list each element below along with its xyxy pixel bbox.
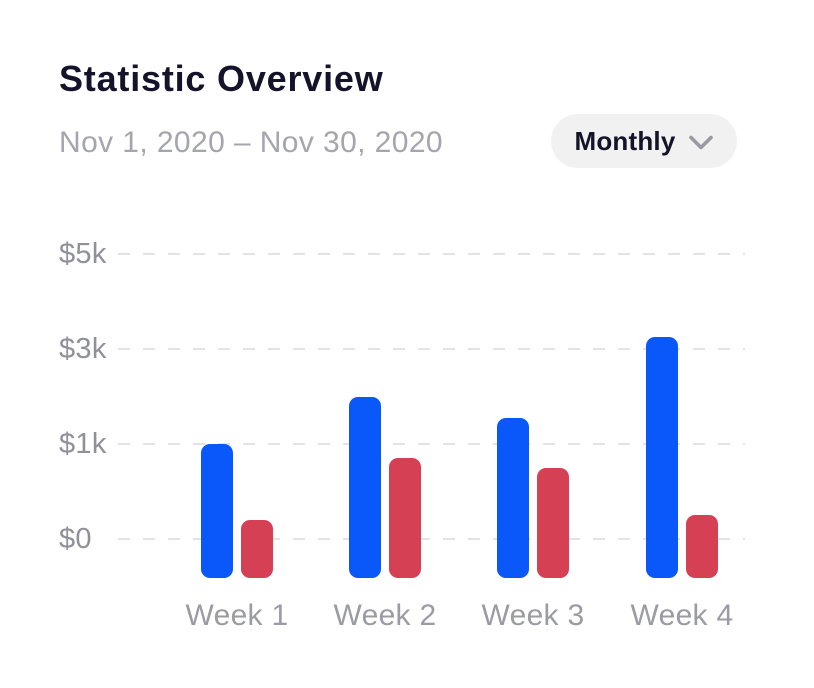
bar-red-week-1[interactable]	[241, 520, 273, 578]
y-axis-label: $5k	[59, 238, 107, 270]
date-range: Nov 1, 2020 – Nov 30, 2020	[59, 126, 443, 159]
bar-blue-week-3[interactable]	[497, 417, 529, 578]
page-title: Statistic Overview	[59, 58, 384, 99]
gridline-0	[118, 538, 745, 540]
gridline-1k	[118, 443, 745, 445]
bar-blue-week-4[interactable]	[646, 337, 678, 578]
bar-red-week-3[interactable]	[537, 467, 569, 578]
x-axis-label-week-1: Week 1	[185, 599, 289, 632]
x-axis-label-week-4: Week 4	[630, 599, 734, 632]
bar-red-week-2[interactable]	[389, 458, 421, 578]
bar-red-week-4[interactable]	[686, 515, 718, 578]
bar-blue-week-1[interactable]	[201, 444, 233, 578]
chevron-down-icon	[688, 134, 714, 151]
y-axis-label: $0	[59, 523, 92, 555]
period-dropdown-label: Monthly	[574, 125, 676, 156]
gridline-3k	[118, 348, 745, 350]
x-axis-label-week-3: Week 3	[481, 599, 585, 632]
x-axis-label-week-2: Week 2	[333, 599, 437, 632]
y-axis-label: $3k	[59, 333, 107, 365]
period-dropdown[interactable]: Monthly	[551, 114, 737, 168]
y-axis-label: $1k	[59, 428, 107, 460]
bar-blue-week-2[interactable]	[349, 396, 381, 578]
gridline-5k	[118, 253, 745, 255]
